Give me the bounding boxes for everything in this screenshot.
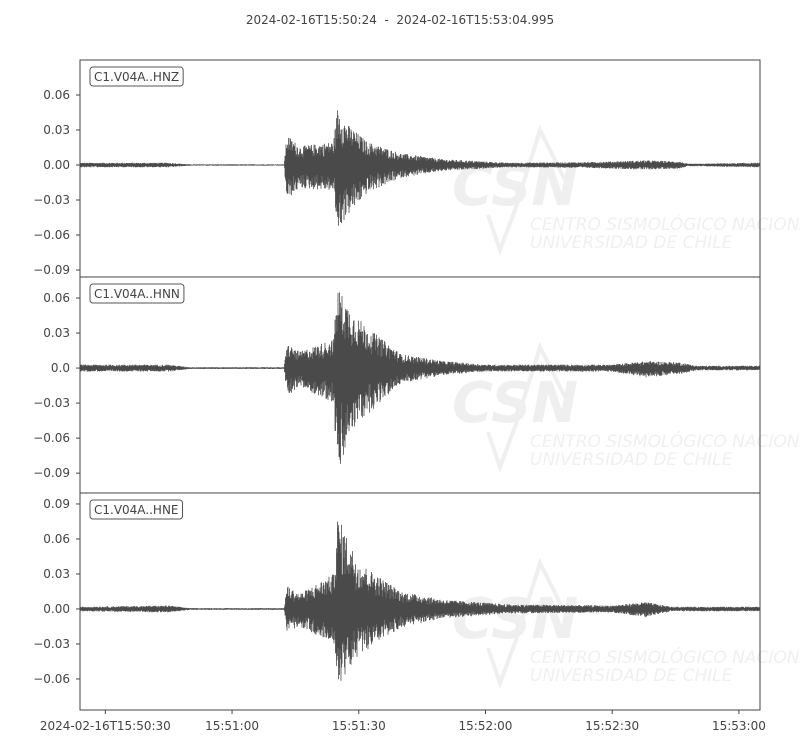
y-tick-label: 0.0 [51,361,70,375]
x-tick-label: 15:52:00 [459,719,513,733]
watermark-line1: CENTRO SISMOLÓGICO NACIONAL [530,213,800,235]
trace-label: C1.V04A..HNE [94,503,179,517]
watermark-wave-icon [486,124,567,256]
watermark-line1: CENTRO SISMOLÓGICO NACIONAL [530,430,800,452]
y-tick-label: −0.03 [33,637,70,651]
watermark-line1: CENTRO SISMOLÓGICO NACIONAL [530,646,800,668]
figure-title: 2024-02-16T15:50:24 - 2024-02-16T15:53:0… [245,13,555,27]
y-tick-label: −0.09 [33,263,70,277]
watermark-logo: CSN [452,587,578,652]
trace-label-box [89,66,184,87]
y-tick-label: −0.06 [33,672,70,686]
trace-label-box [89,499,184,520]
y-tick-label: 0.06 [43,88,70,102]
trace-label: C1.V04A..HNZ [94,70,179,84]
y-tick-label: −0.06 [33,228,70,242]
x-tick-label: 2024-02-16T15:50:30 [40,719,171,733]
x-tick-label: 15:52:30 [585,719,639,733]
y-tick-label: 0.03 [43,567,70,581]
y-tick-label: 0.03 [43,123,70,137]
y-tick-label: 0.09 [43,497,70,511]
y-tick-label: 0.03 [43,326,70,340]
x-tick-label: 15:53:00 [712,719,766,733]
y-tick-label: −0.06 [33,431,70,445]
watermark-wave-icon [486,557,567,689]
y-tick-label: −0.03 [33,193,70,207]
y-tick-label: 0.06 [43,532,70,546]
y-tick-label: −0.03 [33,396,70,410]
watermark-line2: UNIVERSIDAD DE CHILE [530,233,733,253]
watermark-line2: UNIVERSIDAD DE CHILE [530,666,733,686]
y-tick-label: −0.09 [33,466,70,480]
axes-frame [79,492,761,711]
watermark-line2: UNIVERSIDAD DE CHILE [530,450,733,470]
waveform-hnz [79,110,760,226]
x-tick-label: 15:51:00 [205,719,259,733]
y-tick-label: 0.00 [43,158,70,172]
watermark-wave-icon [486,341,567,473]
watermark-logo: CSN [452,371,578,436]
y-tick-label: 0.00 [43,602,70,616]
x-tick-label: 15:51:30 [332,719,386,733]
trace-label: C1.V04A..HNN [94,287,180,301]
trace-label-box [89,283,185,304]
y-tick-label: 0.06 [43,291,70,305]
